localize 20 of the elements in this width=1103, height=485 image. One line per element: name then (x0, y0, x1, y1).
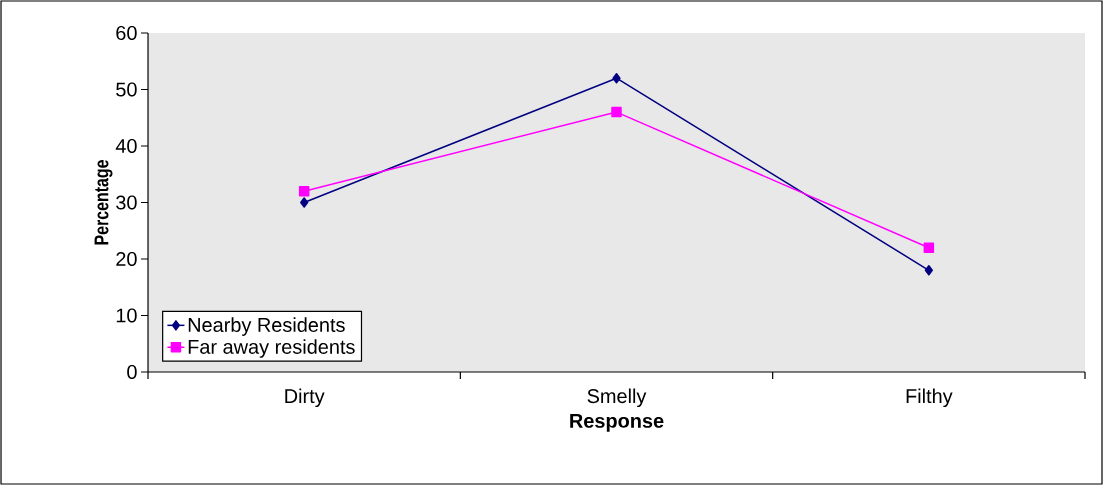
y-tick-label: 30 (116, 195, 137, 210)
point (923, 242, 935, 253)
y-tick-label: 50 (116, 82, 137, 97)
x-tick-label: Filthy (906, 388, 953, 408)
point (611, 106, 622, 118)
legend-label: Far away residents (188, 339, 355, 358)
point (300, 197, 309, 208)
x-tick-label: Smelly (587, 388, 647, 408)
y-tick-label: 40 (115, 138, 137, 154)
y-tick-label: 10 (116, 308, 137, 323)
y-tick-label: 20 (116, 251, 137, 267)
x-tick-label: Dirty (285, 388, 325, 408)
point (924, 265, 933, 276)
point (612, 72, 621, 84)
y-tick-label: 0 (127, 364, 137, 380)
point (298, 185, 310, 197)
y-axis-title: Percentage (94, 160, 113, 245)
y-tick-label: 60 (116, 25, 137, 41)
legend-label: Nearby Residents (188, 317, 345, 336)
x-axis-title: Response (570, 413, 664, 432)
